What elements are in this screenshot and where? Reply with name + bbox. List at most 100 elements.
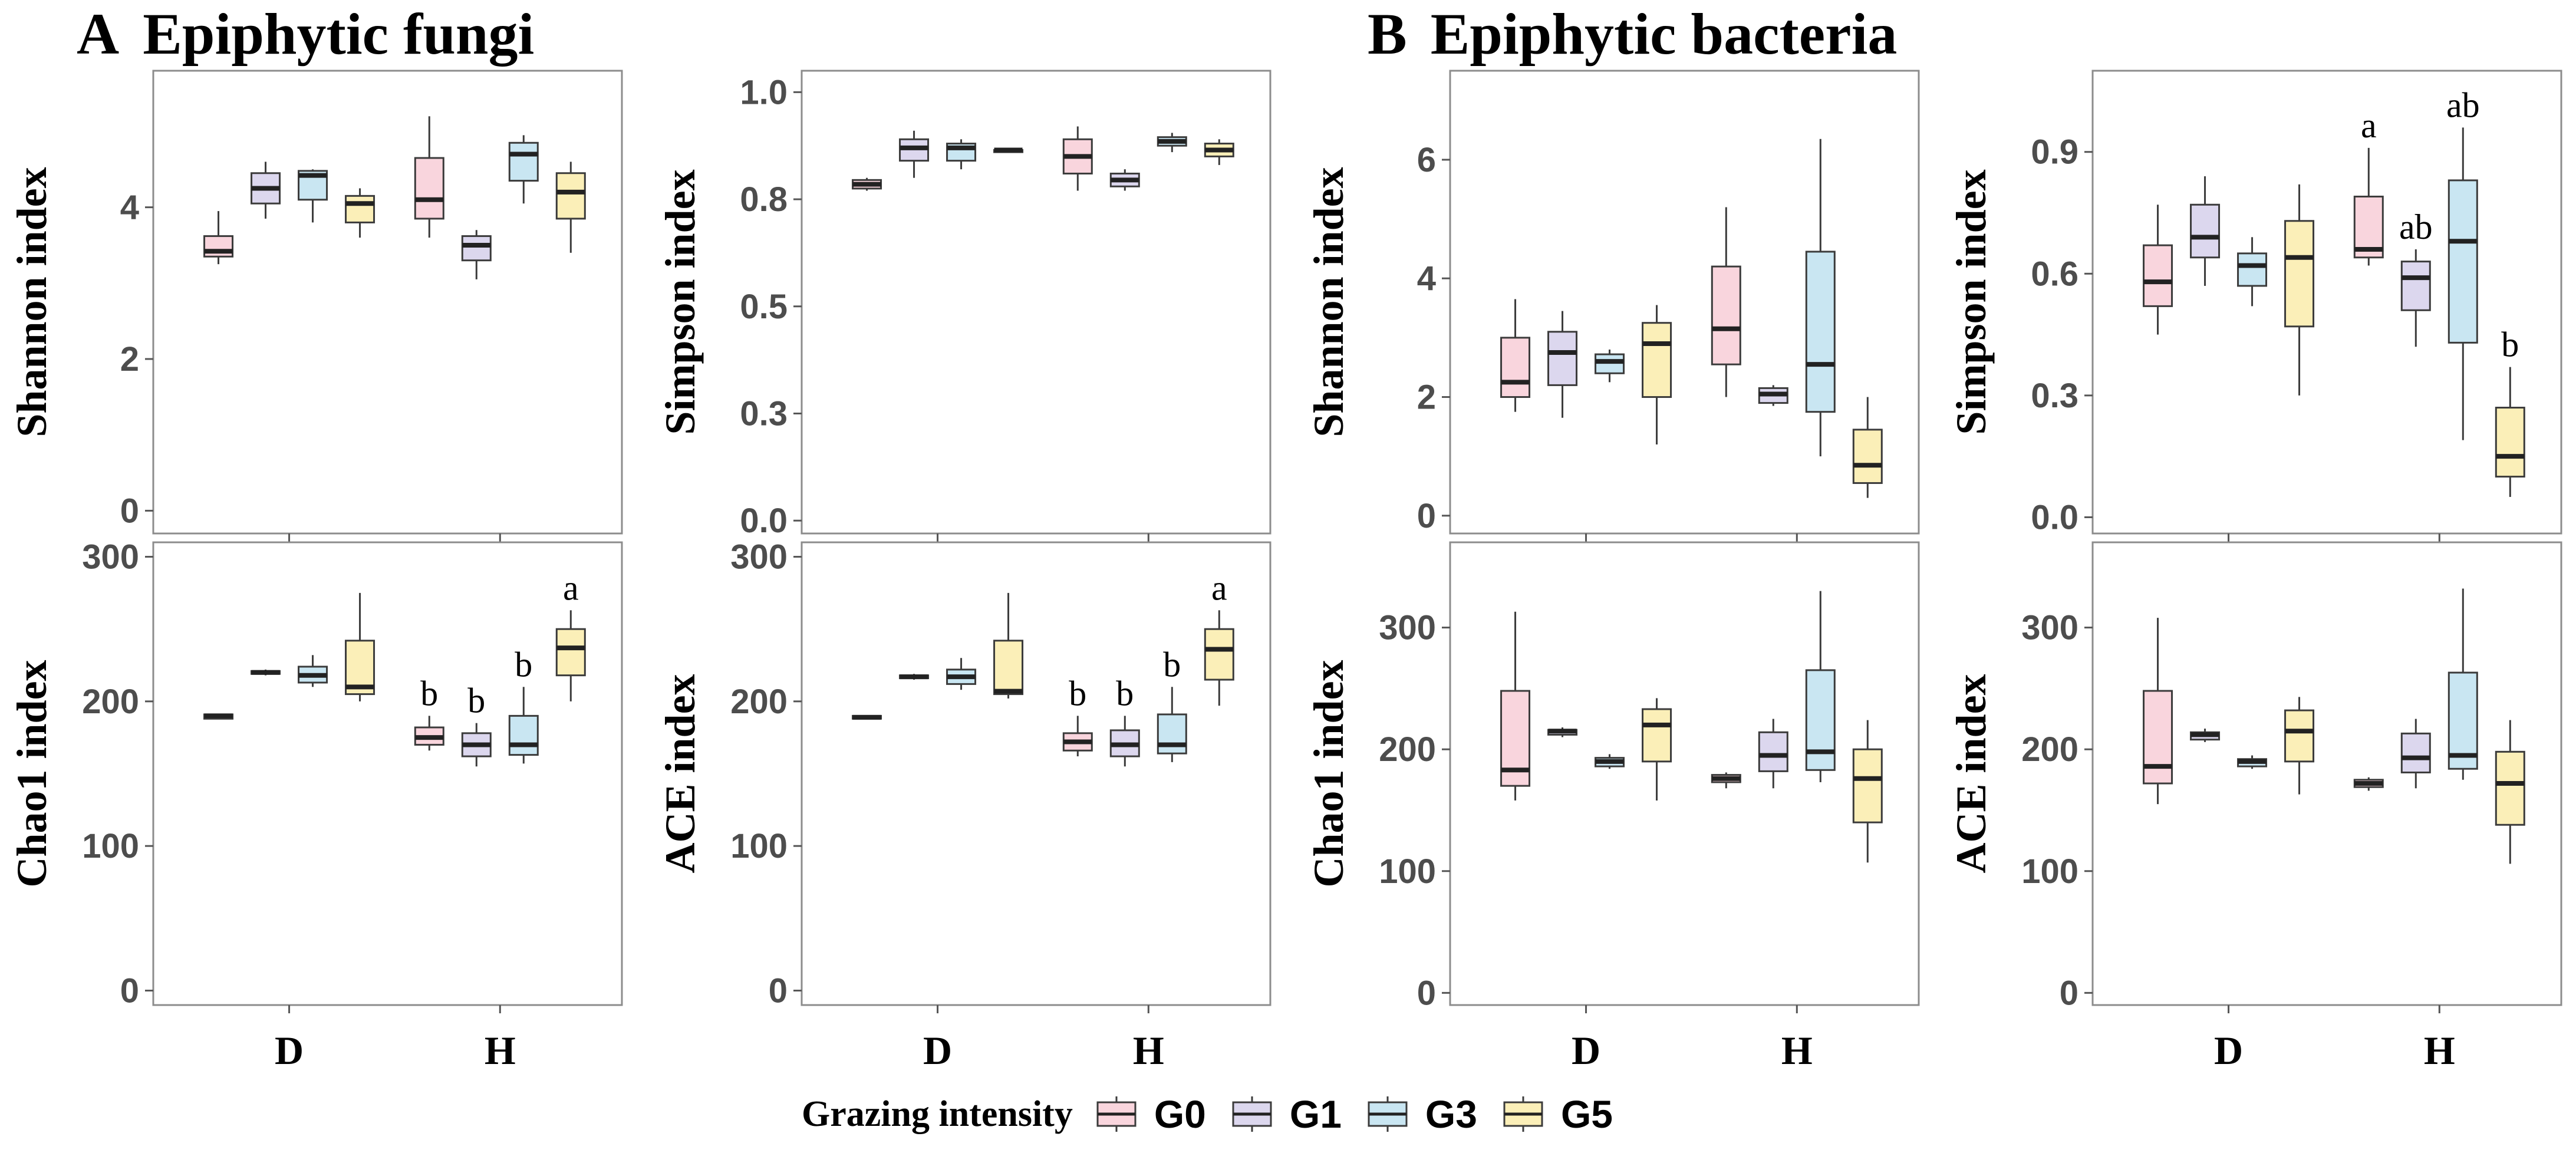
box-g5 xyxy=(2284,220,2315,328)
y-axis-label: Simpson index xyxy=(657,169,704,434)
legend-item-g3: G3 xyxy=(1365,1092,1477,1136)
y-tick-label: 100 xyxy=(82,827,139,865)
y-tick-label: 0.0 xyxy=(2031,498,2078,536)
plot-border xyxy=(801,541,1271,1006)
box-g5 xyxy=(1852,748,1883,823)
section-title-b: B Epiphytic bacteria xyxy=(1368,5,1897,64)
x-tick-label: H xyxy=(485,1028,516,1073)
y-tick-label: 2 xyxy=(120,340,139,378)
y-tick-label: 0.5 xyxy=(740,288,788,326)
y-axis-label: Chao1 index xyxy=(1305,660,1352,887)
chart-bacteria-ace: 0 100 200 300 ACE index D H xyxy=(1948,541,2562,1073)
y-tick-label: 0 xyxy=(769,971,788,1010)
box-g3 xyxy=(1805,669,1836,771)
y-tick-label: 0.9 xyxy=(2031,133,2078,172)
y-tick-label: 300 xyxy=(1379,609,1436,647)
box-g1 xyxy=(2400,732,2431,773)
x-tick-label: D xyxy=(923,1028,952,1073)
legend-title: Grazing intensity xyxy=(802,1093,1073,1134)
significance-letter: b xyxy=(1116,674,1134,713)
x-tick-label: D xyxy=(2214,1028,2243,1073)
y-tick-label: 0.6 xyxy=(2031,255,2078,293)
y-tick-label: 2 xyxy=(1417,378,1436,417)
significance-letter: a xyxy=(2361,106,2377,145)
box-g3 xyxy=(508,141,539,182)
y-axis-label: Shannon index xyxy=(1305,167,1352,437)
x-tick-label: D xyxy=(1572,1028,1600,1073)
chart-bacteria-simpson: 0.0 0.3 0.6 0.9 Simpson index a ab ab b xyxy=(1948,70,2562,542)
box-g5 xyxy=(1642,322,1672,398)
y-axis-label: ACE index xyxy=(1948,674,1995,873)
chart-fungi-simpson: 0.0 0.3 0.5 0.8 1.0 Simpson index xyxy=(657,70,1271,542)
section-title-text: Epiphytic fungi xyxy=(143,1,535,67)
legend-key-g1 xyxy=(1232,1096,1272,1132)
box-g3 xyxy=(1157,713,1187,755)
significance-letter: b xyxy=(1163,645,1181,684)
y-tick-label: 200 xyxy=(730,683,788,721)
box-g1 xyxy=(2190,203,2221,259)
chart-bacteria-chao1: 0 100 200 300 Chao1 index D H xyxy=(1305,541,1920,1073)
y-tick-label: 4 xyxy=(1417,259,1436,298)
y-tick-label: 0 xyxy=(120,492,139,530)
box-g5 xyxy=(345,195,375,223)
y-tick-label: 4 xyxy=(120,189,139,227)
y-tick-label: 300 xyxy=(730,538,788,576)
x-tick-label: H xyxy=(2424,1028,2455,1073)
y-tick-label: 0.3 xyxy=(2031,377,2078,415)
y-tick-label: 0 xyxy=(1417,497,1436,535)
box-g0 xyxy=(1500,337,1531,398)
significance-letter: a xyxy=(1211,568,1227,607)
y-tick-label: 200 xyxy=(2021,730,2078,769)
box-g5 xyxy=(2284,709,2315,763)
significance-letter: b xyxy=(467,681,485,720)
box-g3 xyxy=(1595,353,1625,374)
significance-letter: b xyxy=(1069,674,1086,713)
legend-key-g3 xyxy=(1368,1096,1408,1132)
legend-label-g1: G1 xyxy=(1289,1092,1342,1136)
y-tick-label: 100 xyxy=(1379,852,1436,891)
section-title-text: Epiphytic bacteria xyxy=(1430,1,1898,67)
significance-letter: b xyxy=(515,645,532,684)
y-tick-label: 6 xyxy=(1417,141,1436,179)
section-letter: A xyxy=(77,1,120,67)
box-g3 xyxy=(508,714,539,756)
box-g0 xyxy=(2143,690,2173,785)
box-g1 xyxy=(2400,261,2431,311)
plot-border xyxy=(801,70,1271,535)
y-tick-label: 0.3 xyxy=(740,394,788,433)
section-title-a: A Epiphytic fungi xyxy=(77,5,534,64)
box-g1 xyxy=(1547,331,1578,386)
box-g5 xyxy=(555,628,586,677)
y-tick-label: 200 xyxy=(82,683,139,721)
y-axis-label: Chao1 index xyxy=(8,660,55,887)
y-axis-label: Simpson index xyxy=(1948,169,1995,434)
box-g0 xyxy=(2143,244,2173,307)
legend-label-g3: G3 xyxy=(1425,1092,1477,1136)
box-g1 xyxy=(461,235,492,262)
y-tick-label: 0.0 xyxy=(740,502,788,540)
legend-key-g0 xyxy=(1096,1096,1137,1132)
plot-border xyxy=(152,70,623,535)
box-g5 xyxy=(1204,628,1234,681)
significance-letter: ab xyxy=(2399,207,2433,246)
significance-letter: a xyxy=(563,568,579,607)
chart-bacteria-shannon: 0 2 4 6 Shannon index xyxy=(1305,70,1920,542)
y-tick-label: 300 xyxy=(82,538,139,576)
legend-label-g5: G5 xyxy=(1560,1092,1613,1136)
significance-letter: ab xyxy=(2446,85,2480,124)
legend-label-g0: G0 xyxy=(1154,1092,1206,1136)
box-g5 xyxy=(1852,429,1883,484)
legend-item-g1: G1 xyxy=(1230,1092,1342,1136)
box-g3 xyxy=(2237,252,2268,287)
y-tick-label: 100 xyxy=(730,827,788,865)
significance-letter: b xyxy=(2501,325,2519,364)
y-tick-label: 0 xyxy=(120,971,139,1010)
legend-item-g5: G5 xyxy=(1501,1092,1613,1136)
y-tick-label: 200 xyxy=(1379,730,1436,769)
box-g3 xyxy=(1805,251,1836,413)
y-tick-label: 0.8 xyxy=(740,180,788,219)
chart-fungi-shannon: 0 2 4 Shannon index xyxy=(8,70,623,542)
